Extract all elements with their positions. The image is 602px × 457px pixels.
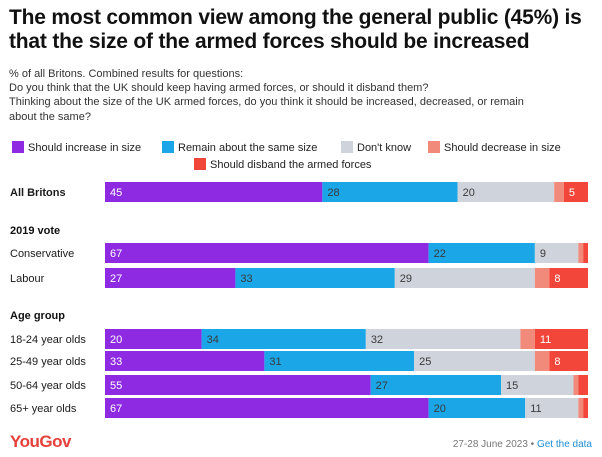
data-label: 32 (371, 334, 383, 346)
legend-swatch-same (162, 141, 174, 153)
legend-label: Should increase in size (28, 142, 142, 154)
data-label: 5 (569, 187, 575, 199)
legend-swatch-disband (194, 158, 206, 170)
data-label: 20 (463, 187, 475, 199)
bar-segment-decrease (520, 329, 535, 349)
row-label: Conservative (10, 248, 74, 260)
data-label: 20 (110, 334, 122, 346)
bar-segment-same (370, 375, 502, 395)
row-label: Labour (10, 273, 45, 285)
footer-separator: • (527, 439, 537, 450)
legend-label: Remain about the same size (178, 142, 318, 154)
data-label: 27 (110, 273, 122, 285)
footer-source: 27-28 June 2023 • Get the data (453, 439, 592, 450)
bar-segment-dont-know (501, 375, 574, 395)
legend-item-dont-know: Don't know (341, 141, 411, 154)
data-label: 28 (327, 187, 339, 199)
bar-segment-same (428, 398, 526, 418)
bar-segment-decrease (578, 398, 584, 418)
bar-segment-increase (105, 268, 236, 288)
data-label: 8 (554, 273, 560, 285)
legend-label: Should disband the armed forces (210, 159, 372, 171)
bar-segment-same (235, 268, 395, 288)
bar-segment-dont-know (534, 243, 579, 263)
bar-segment-increase (105, 398, 429, 418)
bar-segment-dont-know (394, 268, 535, 288)
row-label: 18-24 year olds (10, 334, 86, 346)
group-label: 2019 vote (10, 225, 60, 237)
data-label: 67 (110, 248, 122, 260)
bar-segment-disband (583, 243, 588, 263)
subtitle-line: about the same? (9, 110, 91, 123)
row-label: All Britons (10, 187, 66, 199)
subtitle-line: % of all Britons. Combined results for q… (9, 68, 244, 80)
legend-item-disband: Should disband the armed forces (194, 158, 371, 171)
bar-segment-dont-know (525, 398, 579, 418)
bar-segment-disband (583, 398, 588, 418)
bar-segment-decrease (573, 375, 579, 395)
data-label: 34 (207, 334, 219, 346)
legend-label: Should decrease in size (444, 142, 561, 154)
data-label: 22 (434, 248, 446, 260)
subtitle-line: Do you think that the UK should keep hav… (9, 82, 429, 95)
data-label: 25 (419, 356, 431, 368)
data-label: 27 (376, 380, 388, 392)
bar-segment-same (264, 351, 415, 371)
data-label: 11 (540, 334, 551, 346)
data-label: 33 (240, 273, 252, 285)
data-label: 9 (540, 248, 546, 260)
bar-segment-increase (105, 351, 265, 371)
bar-segment-decrease (554, 182, 564, 202)
legend-item-increase: Should increase in size (12, 141, 141, 154)
row-label: 50-64 year olds (10, 380, 86, 392)
data-label: 15 (506, 380, 518, 392)
data-label: 55 (110, 380, 122, 392)
bar-segment-same (201, 329, 366, 349)
legend-swatch-increase (12, 141, 24, 153)
bar-segment-increase (105, 375, 371, 395)
data-label: 29 (400, 273, 412, 285)
chart-legend: Should increase in size Remain about the… (0, 139, 602, 173)
bar-segment-disband (563, 182, 588, 202)
data-label: 20 (434, 403, 446, 415)
subtitle-line: Thinking about the size of the UK armed … (9, 96, 524, 109)
legend-swatch-dont-know (341, 141, 353, 153)
bar-segment-decrease (578, 243, 584, 263)
bar-segment-increase (105, 329, 202, 349)
bar-segment-disband (549, 268, 588, 288)
bar-segment-increase (105, 243, 429, 263)
yougov-logo: YouGov (10, 432, 71, 451)
bar-segment-dont-know (365, 329, 521, 349)
chart-title: The most common view among the general p… (9, 6, 582, 53)
group-label: Age group (10, 310, 65, 322)
data-label: 11 (530, 403, 541, 415)
legend-label: Don't know (357, 142, 412, 154)
data-label: 45 (110, 187, 122, 199)
bar-segment-disband (578, 375, 588, 395)
row-label: 65+ year olds (10, 403, 77, 415)
bar-segment-decrease (534, 268, 550, 288)
bar-segment-dont-know (457, 182, 555, 202)
bar-segment-increase (105, 182, 323, 202)
bar-segment-same (322, 182, 458, 202)
legend-item-decrease: Should decrease in size (428, 141, 561, 154)
legend-swatch-decrease (428, 141, 440, 153)
data-label: 8 (554, 356, 560, 368)
legend-item-same: Remain about the same size (162, 141, 317, 154)
get-the-data-link[interactable]: Get the data (536, 439, 592, 450)
bar-segment-same (428, 243, 535, 263)
data-label: 31 (269, 356, 281, 368)
chart-subtitle: % of all Britons. Combined results for q… (9, 67, 594, 124)
bar-segment-decrease (534, 351, 550, 371)
bar-segment-disband (534, 329, 588, 349)
row-label: 25-49 year olds (10, 356, 86, 368)
bar-segment-dont-know (414, 351, 535, 371)
data-label: 33 (110, 356, 122, 368)
bar-segment-disband (549, 351, 588, 371)
data-label: 67 (110, 403, 122, 415)
footer-date: 27-28 June 2023 (452, 439, 528, 450)
